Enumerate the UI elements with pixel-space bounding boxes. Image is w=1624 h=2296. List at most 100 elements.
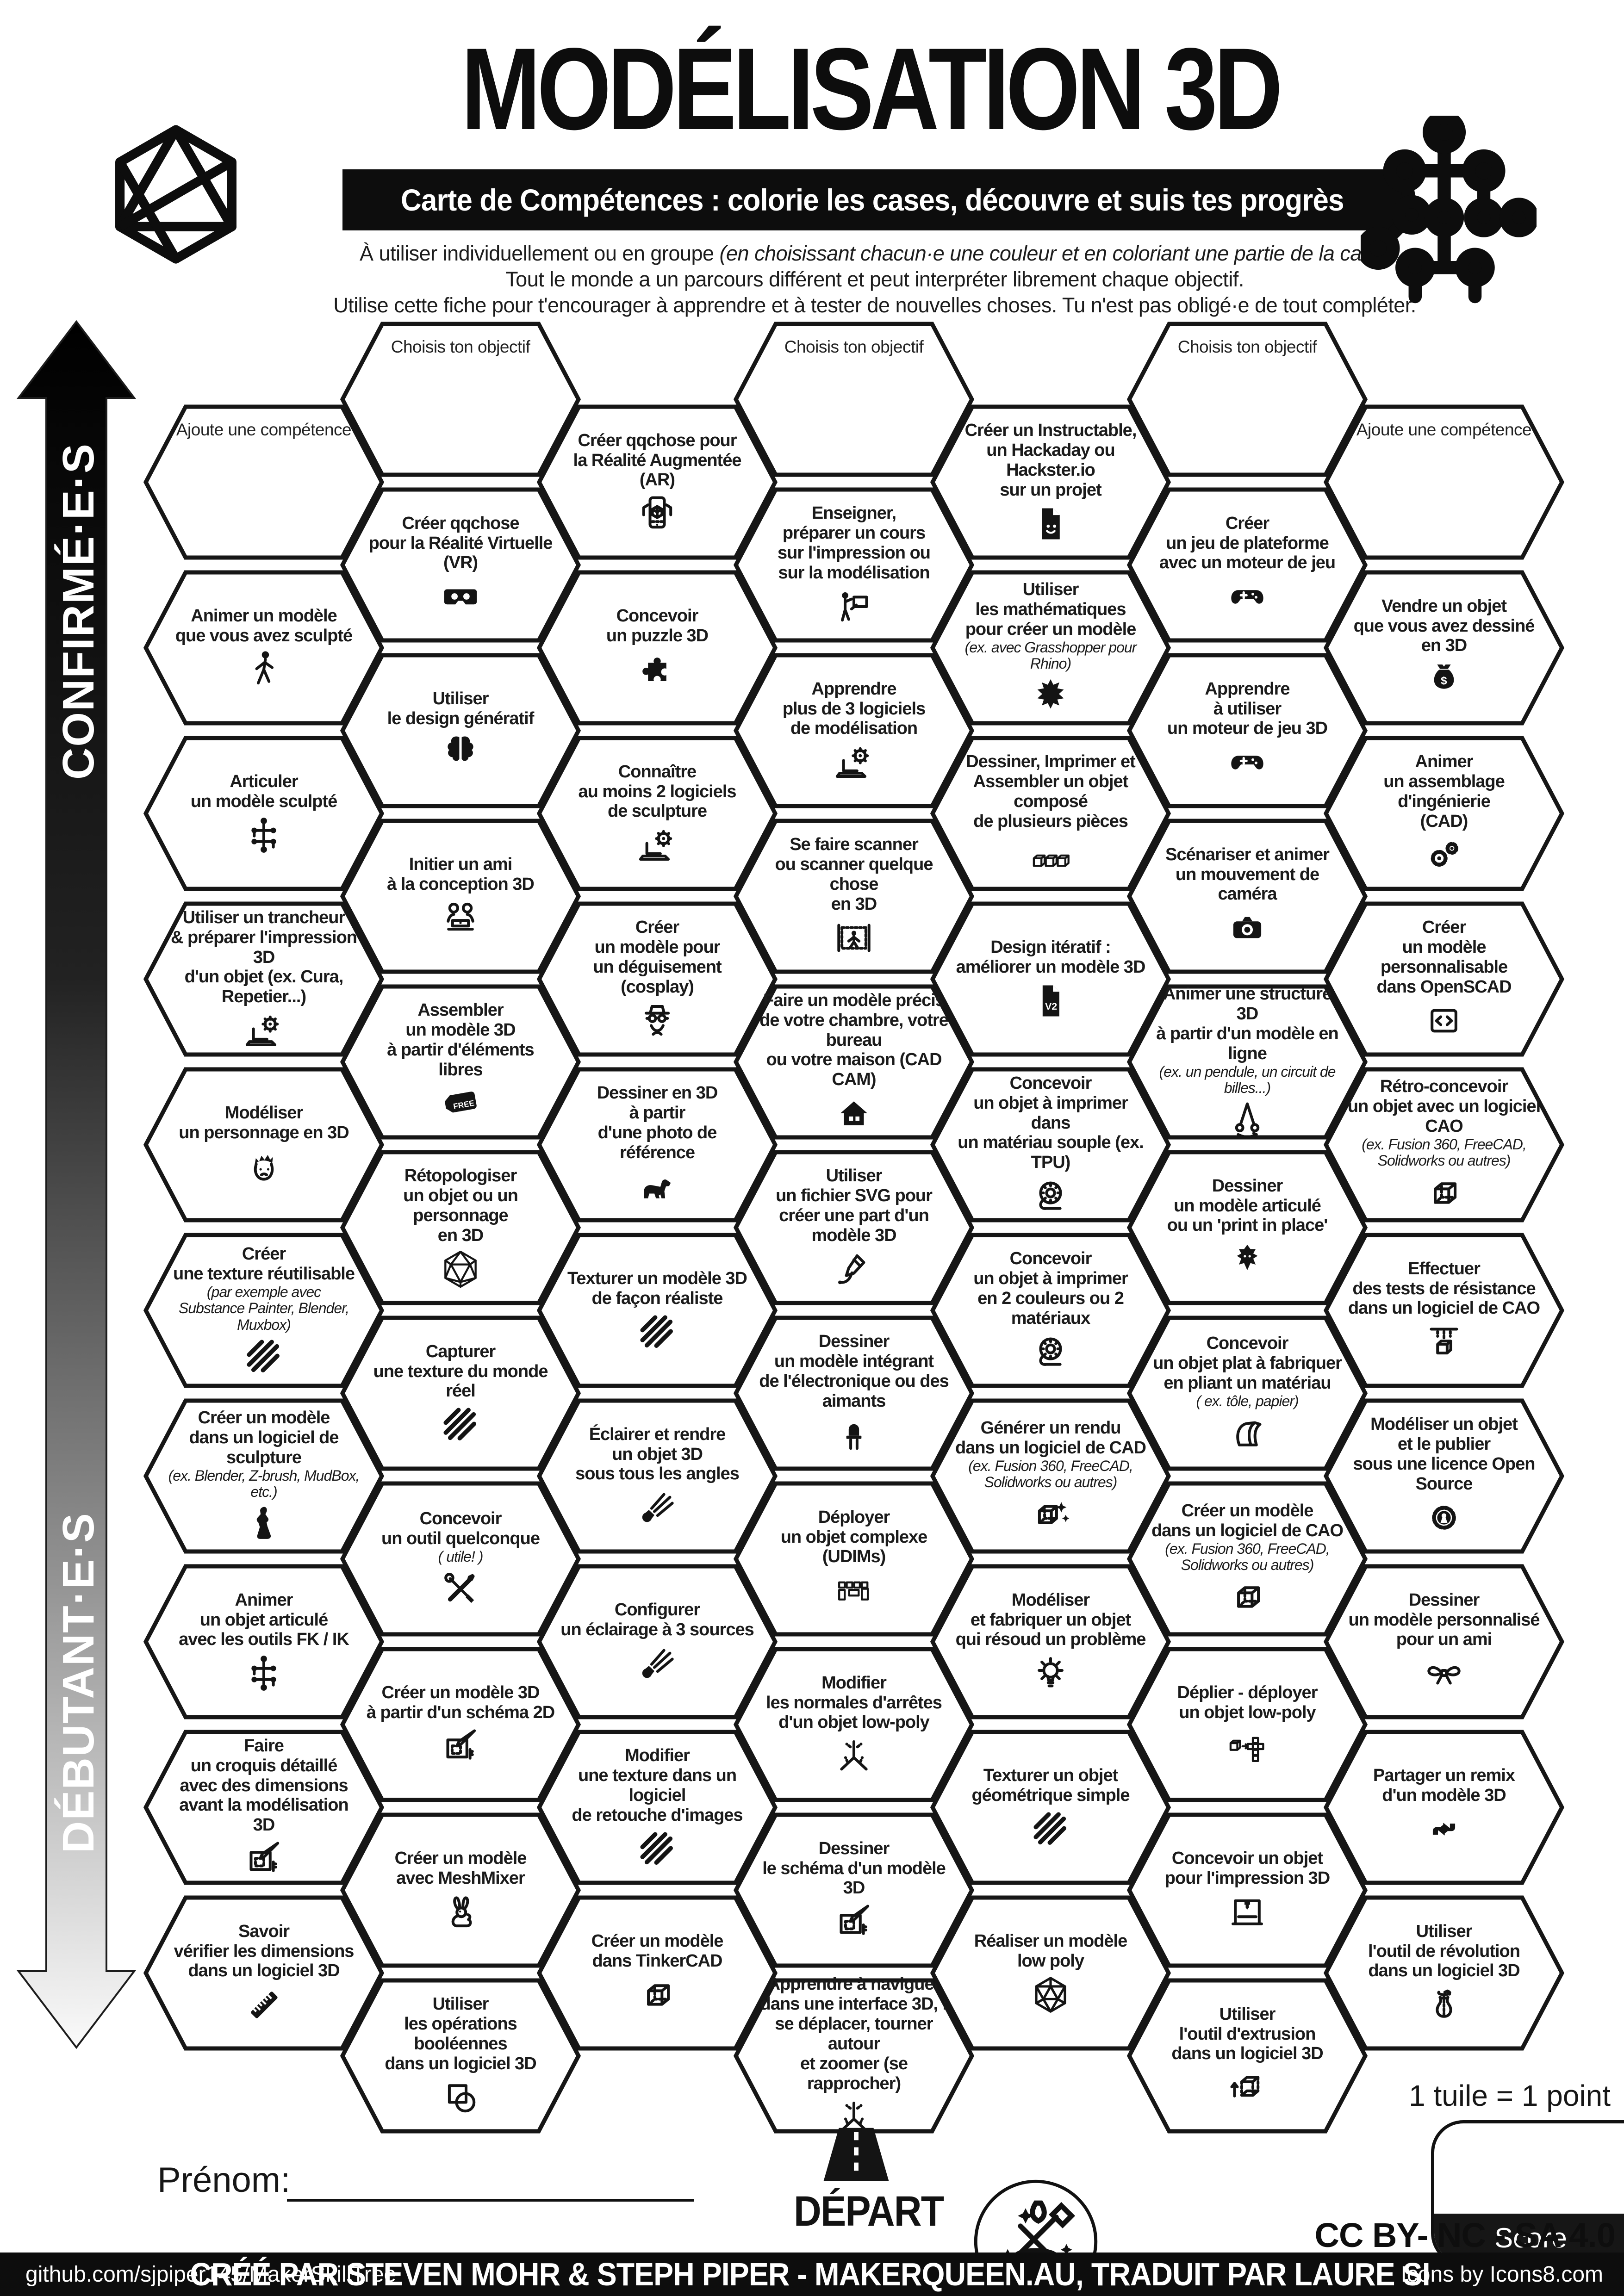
hex-outline bbox=[734, 1978, 974, 2134]
hex-col1-row5[interactable]: Modéliser un personnage en 3D bbox=[143, 1065, 384, 1224]
hex-col3-row3[interactable]: Connaître au moins 2 logiciels de sculptur… bbox=[537, 734, 778, 893]
hex-col7-row3[interactable]: Animer un assemblage d'ingénierie (CAD) bbox=[1324, 734, 1564, 893]
hex-col6-row3[interactable]: Apprendre à utiliser un moteur de jeu 3D bbox=[1127, 651, 1368, 810]
icosa-icon bbox=[1011, 1975, 1090, 2015]
hex-outline bbox=[143, 901, 384, 1057]
hex-label: Rétopologiser un objet ou un personnage en… bbox=[403, 1166, 518, 1245]
hex-col2-row6[interactable]: Rétopologiser un objet ou un personnage en… bbox=[340, 1148, 581, 1307]
hex-col4-row2[interactable]: Enseigner, préparer un cours sur l'impress… bbox=[734, 485, 974, 645]
hex-col1-row9[interactable]: Faire un croquis détaillé avec des dimensi… bbox=[143, 1728, 384, 1887]
hex-col5-row10[interactable]: Réaliser un modèle low poly bbox=[930, 1893, 1171, 2053]
hex-col3-row5[interactable]: Dessiner en 3D à partir d'une photo de réf… bbox=[537, 1065, 778, 1224]
hex-label: Créer un modèle personnalisable dans OpenS… bbox=[1376, 918, 1512, 997]
hex-col5-row5[interactable]: Concevoir un objet à imprimer dans un maté… bbox=[930, 1065, 1171, 1224]
hex-col7-row1[interactable]: Ajoute une compétence bbox=[1324, 403, 1564, 562]
hex-outline bbox=[537, 1730, 778, 1885]
hex-col2-row8[interactable]: Concevoir un outil quelconque( utile! ) bbox=[340, 1479, 581, 1638]
cube-icon bbox=[618, 1975, 697, 2015]
name-field-input[interactable] bbox=[287, 2199, 694, 2202]
hex-col2-row9[interactable]: Créer un modèle 3D à partir d'un schéma 2… bbox=[340, 1645, 581, 1804]
vase-icon bbox=[1405, 1985, 1483, 2024]
hex-col2-row5[interactable]: Assembler un modèle 3D à partir d'éléments… bbox=[340, 982, 581, 1142]
hex-col6-row10[interactable]: Concevoir un objet pour l'impression 3D bbox=[1127, 1811, 1368, 1970]
hex-col2-row4[interactable]: Initier un ami à la conception 3D bbox=[340, 817, 581, 976]
hex-col6-row4[interactable]: Scénariser et animer un mouvement de camé… bbox=[1127, 817, 1368, 976]
hex-col5-row2[interactable]: Utiliser les mathématiques pour créer un m… bbox=[930, 568, 1171, 727]
hex-outline bbox=[1324, 1564, 1564, 1719]
hex-col2-row3[interactable]: Utiliser le design génératif bbox=[340, 651, 581, 810]
hex-col4-row11[interactable]: Apprendre à naviguer dans une interface 3… bbox=[734, 1974, 974, 2135]
hex-col4-row5[interactable]: Faire un modèle précis de votre chambre, … bbox=[734, 982, 974, 1142]
hex-col3-row2[interactable]: Concevoir un puzzle 3D bbox=[537, 568, 778, 727]
hex-col1-row2[interactable]: Animer un modèle que vous avez sculpté bbox=[143, 568, 384, 727]
hex-col2-row1[interactable]: Choisis ton objectif bbox=[340, 320, 581, 479]
hex-col4-row9[interactable]: Modifier les normales d'arrêtes d'un objet… bbox=[734, 1645, 974, 1804]
hex-col6-row11[interactable]: Utiliser l'outil d'extrusion dans un logic… bbox=[1127, 1976, 1368, 2135]
hex-col1-row6[interactable]: Créer une texture réutilisable (par exempl… bbox=[143, 1231, 384, 1390]
hex-col7-row8[interactable]: Dessiner un modèle personnalisé pour un am… bbox=[1324, 1562, 1564, 1721]
hex-col1-row4[interactable]: Utiliser un trancheur & préparer l'impres… bbox=[143, 900, 384, 1059]
hex-col3-row4[interactable]: Créer un modèle pour un déguisement (cospl… bbox=[537, 900, 778, 1059]
hex-col4-row8[interactable]: Déployer un objet complexe (UDIMs) bbox=[734, 1479, 974, 1638]
hex-col5-row9[interactable]: Texturer un objet géométrique simple bbox=[930, 1728, 1171, 1887]
hex-col1-row8[interactable]: Animer un objet articulé avec les outils F… bbox=[143, 1562, 384, 1721]
footer-repo-link[interactable]: github.com/sjpiper145/MakerSkillTree bbox=[25, 2262, 397, 2287]
hex-label: Éclairer et rendre un objet 3D sous tous l… bbox=[575, 1424, 740, 1484]
fold-icon bbox=[1208, 1413, 1287, 1453]
armature-icon bbox=[224, 1653, 303, 1693]
hex-outline bbox=[1324, 736, 1564, 891]
hex-col7-row9[interactable]: Partager un remix d'un modèle 3D bbox=[1324, 1728, 1564, 1887]
hex-col6-row2[interactable]: Créer un jeu de plateforme avec un moteur … bbox=[1127, 485, 1368, 645]
hex-col3-row9[interactable]: Modifier une texture dans un logiciel de r… bbox=[537, 1728, 778, 1887]
hex-col7-row2[interactable]: Vendre un objet que vous avez dessiné en … bbox=[1324, 568, 1564, 727]
hex-label: Enseigner, préparer un cours sur l'impress… bbox=[778, 503, 931, 583]
hex-col4-row3[interactable]: Apprendre plus de 3 logiciels de modélisat… bbox=[734, 651, 974, 810]
hex-col1-row10[interactable]: Savoir vérifier les dimensions dans un log… bbox=[143, 1893, 384, 2053]
hex-col7-row10[interactable]: Utiliser l'outil de révolution dans un log… bbox=[1324, 1893, 1564, 2053]
udim-icon bbox=[815, 1570, 893, 1610]
hex-col5-row4[interactable]: Design itératif : améliorer un modèle 3D bbox=[930, 900, 1171, 1059]
remix-icon bbox=[1405, 1809, 1483, 1849]
hex-outline bbox=[1324, 570, 1564, 726]
hex-col6-row5[interactable]: Animer une structure 3D à partir d'un mod… bbox=[1127, 982, 1368, 1142]
hex-col4-row1[interactable]: Choisis ton objectif bbox=[734, 320, 974, 479]
hex-col5-row1[interactable]: Créer un Instructable, un Hackaday ou Hac… bbox=[930, 403, 1171, 562]
hex-col3-row8[interactable]: Configurer un éclairage à 3 sources bbox=[537, 1562, 778, 1721]
hex-col7-row4[interactable]: Créer un modèle personnalisable dans OpenS… bbox=[1324, 900, 1564, 1059]
hex-col3-row1[interactable]: Créer qqchose pour la Réalité Augmentée (… bbox=[537, 403, 778, 562]
hex-col4-row4[interactable]: Se faire scanner ou scanner quelque chose… bbox=[734, 817, 974, 976]
hex-label: Dessiner un modèle intégrant de l'électron… bbox=[759, 1332, 949, 1411]
hex-col4-row10[interactable]: Dessiner le schéma d'un modèle 3D bbox=[734, 1811, 974, 1970]
hex-col5-row7[interactable]: Générer un rendu dans un logiciel de CAD(… bbox=[930, 1396, 1171, 1556]
hex-label: Créer un Instructable, un Hackaday ou Hac… bbox=[964, 421, 1137, 500]
hex-col1-row1[interactable]: Ajoute une compétence bbox=[143, 403, 384, 562]
hex-col2-row11[interactable]: Utiliser les opérations booléennes dans un… bbox=[340, 1976, 581, 2135]
intro-line-2: Tout le monde a un parcours différent et… bbox=[505, 267, 1244, 291]
hex-label: Articuler un modèle sculpté bbox=[190, 772, 338, 811]
controller-icon bbox=[1208, 577, 1287, 616]
hex-col6-row7[interactable]: Concevoir un objet plat à fabriquer en pli… bbox=[1127, 1314, 1368, 1473]
hex-col4-row7[interactable]: Dessiner un modèle intégrant de l'électron… bbox=[734, 1314, 974, 1473]
hex-col7-row7[interactable]: Modéliser un objet et le publier sous une … bbox=[1324, 1396, 1564, 1556]
hex-col3-row7[interactable]: Éclairer et rendre un objet 3D sous tous l… bbox=[537, 1396, 778, 1556]
icosa-wire-icon bbox=[421, 1249, 500, 1289]
hex-col7-row5[interactable]: Rétro-concevoir un objet avec un logiciel… bbox=[1324, 1065, 1564, 1224]
hex-col1-row3[interactable]: Articuler un modèle sculpté bbox=[143, 734, 384, 893]
hex-col7-row6[interactable]: Effectuer des tests de résistance dans un … bbox=[1324, 1231, 1564, 1390]
hex-col6-row1[interactable]: Choisis ton objectif bbox=[1127, 320, 1368, 479]
hex-col6-row8[interactable]: Créer un modèle dans un logiciel de CAO (e… bbox=[1127, 1479, 1368, 1638]
hex-col5-row3[interactable]: Dessiner, Imprimer et Assembler un objet … bbox=[930, 734, 1171, 893]
stripes-icon bbox=[618, 1829, 697, 1869]
hex-col2-row7[interactable]: Capturer une texture du monde réel bbox=[340, 1314, 581, 1473]
hex-col6-row6[interactable]: Dessiner un modèle articulé ou un 'print i… bbox=[1127, 1148, 1368, 1307]
hex-col5-row6[interactable]: Concevoir un objet à imprimer en 2 couleur… bbox=[930, 1231, 1171, 1390]
hex-col3-row6[interactable]: Texturer un modèle 3D de façon réaliste bbox=[537, 1231, 778, 1390]
hex-col6-row9[interactable]: Déplier - déployer un objet low-poly bbox=[1127, 1645, 1368, 1804]
hex-col1-row7[interactable]: Créer un modèle dans un logiciel de sculp… bbox=[143, 1396, 384, 1556]
hex-col4-row6[interactable]: Utiliser un fichier SVG pour créer une par… bbox=[734, 1148, 974, 1307]
hex-col2-row2[interactable]: Créer qqchose pour la Réalité Virtuelle (… bbox=[340, 485, 581, 645]
hex-col3-row10[interactable]: Créer un modèle dans TinkerCAD bbox=[537, 1893, 778, 2053]
hex-col5-row8[interactable]: Modéliser et fabriquer un objet qui résoud… bbox=[930, 1562, 1171, 1721]
hex-col2-row10[interactable]: Créer un modèle avec MeshMixer bbox=[340, 1811, 581, 1970]
footer-icons-credit[interactable]: Icons by Icons8.com bbox=[1400, 2262, 1603, 2287]
